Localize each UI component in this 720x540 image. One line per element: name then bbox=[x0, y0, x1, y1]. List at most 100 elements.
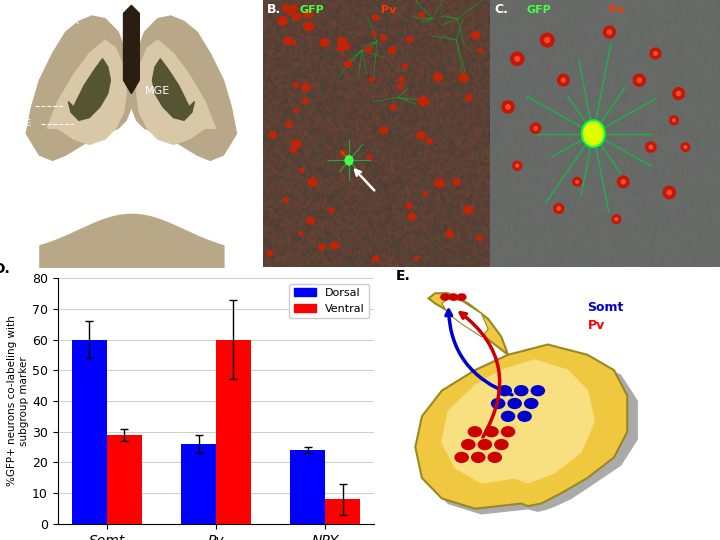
Ellipse shape bbox=[328, 207, 335, 213]
Ellipse shape bbox=[416, 131, 426, 140]
Text: Cx: Cx bbox=[66, 16, 80, 26]
Circle shape bbox=[484, 426, 499, 437]
Polygon shape bbox=[428, 293, 508, 355]
Ellipse shape bbox=[285, 121, 293, 128]
Text: Pv: Pv bbox=[381, 5, 396, 15]
Ellipse shape bbox=[423, 191, 428, 197]
Text: dMGE: dMGE bbox=[8, 100, 32, 109]
Ellipse shape bbox=[307, 178, 318, 187]
Ellipse shape bbox=[414, 256, 419, 261]
Polygon shape bbox=[422, 355, 637, 514]
Ellipse shape bbox=[318, 243, 326, 251]
Ellipse shape bbox=[418, 12, 425, 18]
Circle shape bbox=[500, 426, 516, 437]
Circle shape bbox=[514, 385, 528, 396]
Ellipse shape bbox=[621, 179, 626, 185]
Ellipse shape bbox=[292, 12, 302, 21]
Ellipse shape bbox=[669, 115, 679, 125]
Ellipse shape bbox=[633, 73, 646, 87]
Ellipse shape bbox=[653, 51, 658, 56]
Ellipse shape bbox=[342, 43, 351, 50]
Ellipse shape bbox=[603, 25, 616, 39]
Text: MGE: MGE bbox=[145, 85, 170, 96]
Text: C.: C. bbox=[494, 3, 508, 16]
Ellipse shape bbox=[372, 255, 379, 262]
Text: GFP: GFP bbox=[526, 5, 552, 15]
Ellipse shape bbox=[390, 104, 397, 111]
Circle shape bbox=[456, 293, 467, 301]
Ellipse shape bbox=[364, 46, 372, 53]
Ellipse shape bbox=[343, 60, 352, 68]
Bar bbox=[290, 450, 325, 524]
Text: E.: E. bbox=[395, 269, 410, 284]
Bar bbox=[181, 444, 216, 524]
Ellipse shape bbox=[464, 94, 473, 102]
Ellipse shape bbox=[607, 29, 612, 35]
Ellipse shape bbox=[344, 155, 354, 166]
Circle shape bbox=[500, 411, 516, 422]
Text: D.: D. bbox=[0, 262, 11, 276]
Ellipse shape bbox=[649, 145, 653, 150]
Circle shape bbox=[461, 439, 476, 450]
Circle shape bbox=[477, 439, 492, 450]
Ellipse shape bbox=[544, 37, 550, 43]
Ellipse shape bbox=[301, 83, 310, 92]
Circle shape bbox=[471, 452, 485, 463]
Ellipse shape bbox=[397, 83, 404, 90]
Ellipse shape bbox=[534, 126, 538, 131]
Ellipse shape bbox=[379, 126, 388, 134]
Ellipse shape bbox=[539, 32, 555, 48]
Ellipse shape bbox=[283, 36, 292, 45]
Ellipse shape bbox=[369, 76, 375, 82]
Ellipse shape bbox=[512, 160, 523, 171]
Ellipse shape bbox=[530, 123, 541, 134]
Ellipse shape bbox=[505, 104, 510, 110]
Polygon shape bbox=[442, 298, 488, 337]
Polygon shape bbox=[153, 59, 194, 120]
Ellipse shape bbox=[514, 56, 521, 62]
Ellipse shape bbox=[667, 190, 672, 195]
Polygon shape bbox=[442, 360, 594, 483]
Ellipse shape bbox=[557, 73, 570, 87]
Ellipse shape bbox=[557, 206, 561, 211]
Circle shape bbox=[531, 385, 545, 396]
Ellipse shape bbox=[302, 98, 309, 104]
Ellipse shape bbox=[266, 250, 274, 256]
Ellipse shape bbox=[553, 202, 564, 214]
Polygon shape bbox=[124, 5, 139, 93]
Circle shape bbox=[517, 411, 532, 422]
Ellipse shape bbox=[366, 154, 372, 160]
Circle shape bbox=[494, 439, 509, 450]
Ellipse shape bbox=[452, 178, 461, 186]
Circle shape bbox=[498, 385, 512, 396]
Ellipse shape bbox=[293, 109, 299, 113]
Ellipse shape bbox=[287, 11, 292, 16]
Ellipse shape bbox=[575, 180, 579, 184]
Text: vMGE: vMGE bbox=[8, 119, 32, 127]
Ellipse shape bbox=[672, 87, 685, 100]
Ellipse shape bbox=[405, 202, 413, 210]
Bar bbox=[72, 340, 107, 524]
Ellipse shape bbox=[269, 131, 277, 139]
Ellipse shape bbox=[372, 14, 379, 21]
Ellipse shape bbox=[434, 179, 445, 188]
Polygon shape bbox=[137, 40, 215, 144]
Polygon shape bbox=[48, 40, 126, 144]
Ellipse shape bbox=[459, 73, 469, 83]
Ellipse shape bbox=[388, 46, 397, 54]
Ellipse shape bbox=[291, 40, 297, 45]
Ellipse shape bbox=[319, 38, 330, 48]
Circle shape bbox=[524, 398, 539, 409]
Ellipse shape bbox=[426, 138, 433, 144]
Ellipse shape bbox=[617, 176, 630, 188]
Ellipse shape bbox=[515, 164, 519, 168]
Ellipse shape bbox=[649, 48, 662, 59]
Ellipse shape bbox=[290, 147, 297, 153]
Ellipse shape bbox=[277, 16, 288, 26]
Ellipse shape bbox=[636, 77, 642, 83]
Polygon shape bbox=[132, 16, 236, 160]
Text: A.: A. bbox=[3, 3, 17, 16]
Ellipse shape bbox=[303, 22, 314, 31]
Circle shape bbox=[508, 398, 522, 409]
Ellipse shape bbox=[418, 96, 428, 106]
